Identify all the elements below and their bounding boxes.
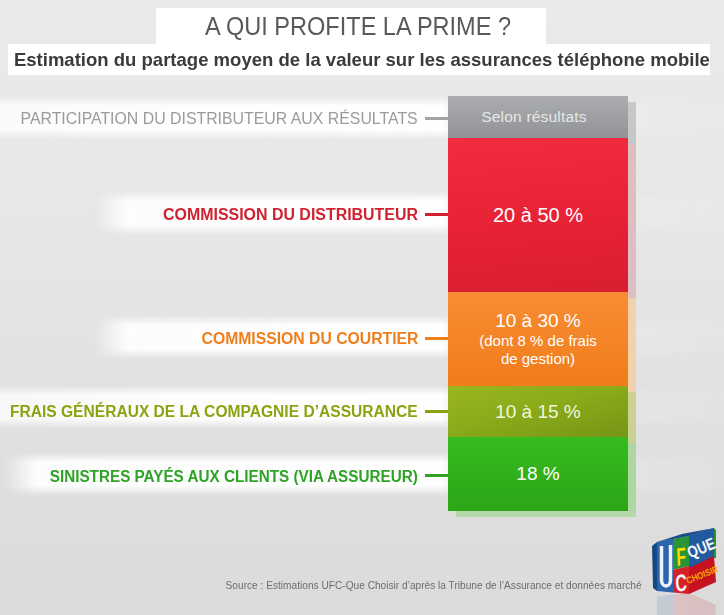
svg-text:C: C xyxy=(675,569,688,596)
